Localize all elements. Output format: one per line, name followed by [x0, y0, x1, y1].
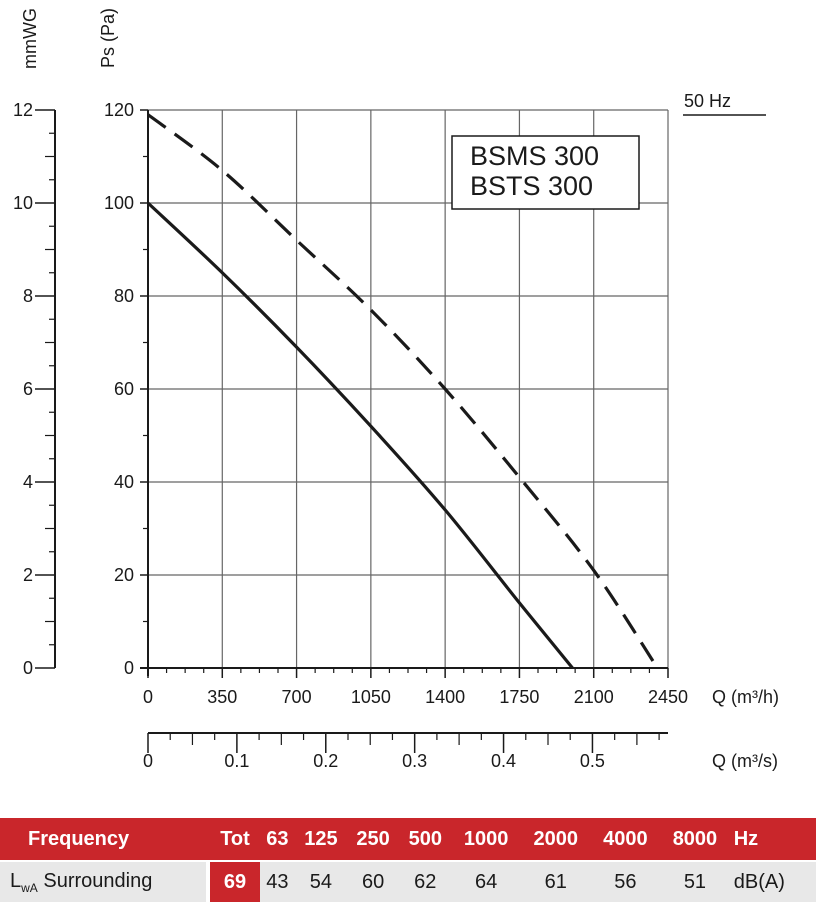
x-tick-label: 2100: [574, 687, 614, 707]
freq-header: 500: [399, 818, 452, 861]
secondary-y-tick-label: 6: [23, 379, 33, 399]
y-tick-label: 0: [124, 658, 134, 678]
x-tick-label: 2450: [648, 687, 688, 707]
sound-power-table: Frequency Tot 63 125 250 500 1000 2000 4…: [0, 818, 816, 902]
x-tick-label: 700: [282, 687, 312, 707]
table-cell: 54: [294, 860, 347, 902]
x-axis-label: Q (m³/h): [712, 687, 779, 707]
freq-header: 1000: [451, 818, 521, 861]
secondary-x-tick-label: 0.3: [402, 751, 427, 771]
x-tick-label: 0: [143, 687, 153, 707]
frequency-header-label: Frequency: [0, 818, 206, 861]
secondary-y-tick-label: 4: [23, 472, 33, 492]
row-label: LwA Surrounding: [0, 860, 206, 902]
y-tick-label: 40: [114, 472, 134, 492]
secondary-y-tick-label: 8: [23, 286, 33, 306]
freq-header: 250: [346, 818, 400, 861]
secondary-y-tick-label: 12: [13, 100, 33, 120]
table-cell: 62: [399, 860, 452, 902]
y-tick-label: 120: [104, 100, 134, 120]
table-data-row: LwA Surrounding 69 43 54 60 62 64 61 56 …: [0, 860, 816, 902]
table-cell: 56: [590, 860, 661, 902]
secondary-x-tick-label: 0: [143, 751, 153, 771]
secondary-y-axis-label: mmWG: [20, 8, 40, 69]
model-label: BSMS 300: [470, 141, 599, 171]
y-tick-label: 60: [114, 379, 134, 399]
x-tick-label: 1400: [425, 687, 465, 707]
tot-value: 69: [210, 860, 260, 902]
table-cell: 43: [260, 860, 295, 902]
frequency-note: 50 Hz: [684, 91, 731, 111]
secondary-x-tick-label: 0.4: [491, 751, 516, 771]
table-cell: 51: [660, 860, 730, 902]
tot-header: Tot: [210, 818, 260, 861]
secondary-x-tick-label: 0.5: [580, 751, 605, 771]
y-tick-label: 100: [104, 193, 134, 213]
y-axis-label: Ps (Pa): [98, 8, 118, 68]
table-cell: 60: [346, 860, 400, 902]
secondary-x-tick-label: 0.1: [224, 751, 249, 771]
freq-header: 63: [260, 818, 295, 861]
freq-header: 2000: [520, 818, 591, 861]
secondary-y-tick-label: 2: [23, 565, 33, 585]
table-cell: 64: [451, 860, 521, 902]
freq-header: 125: [294, 818, 347, 861]
secondary-y-tick-label: 10: [13, 193, 33, 213]
freq-header: 8000: [660, 818, 730, 861]
y-tick-label: 80: [114, 286, 134, 306]
fan-curve-dashed: [147, 113, 659, 669]
x-tick-label: 1050: [351, 687, 391, 707]
x-tick-label: 350: [207, 687, 237, 707]
unit-header: Hz: [729, 818, 816, 861]
freq-header: 4000: [590, 818, 661, 861]
fan-curve-solid: [146, 201, 574, 670]
secondary-y-tick-label: 0: [23, 658, 33, 678]
x-tick-label: 1750: [499, 687, 539, 707]
secondary-x-axis-label: Q (m³/s): [712, 751, 778, 771]
unit-cell: dB(A): [729, 860, 816, 902]
y-tick-label: 20: [114, 565, 134, 585]
secondary-x-tick-label: 0.2: [313, 751, 338, 771]
table-header-row: Frequency Tot 63 125 250 500 1000 2000 4…: [0, 818, 816, 861]
table-cell: 61: [520, 860, 591, 902]
model-label: BSTS 300: [470, 171, 593, 201]
model-label-box: [451, 135, 640, 210]
